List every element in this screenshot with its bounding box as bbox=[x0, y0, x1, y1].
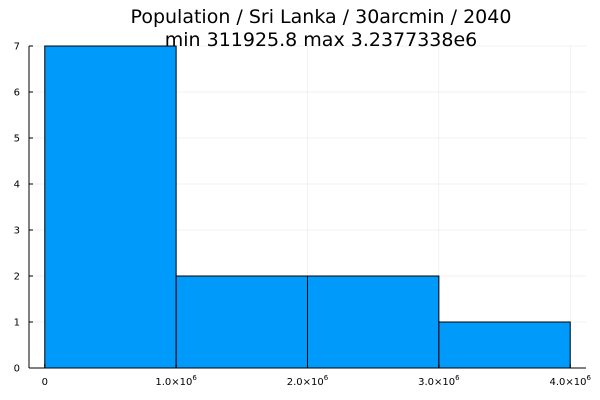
y-tick-label: 2 bbox=[14, 272, 20, 283]
x-tick-label: 2.0×106 bbox=[287, 374, 329, 388]
histogram-bar bbox=[438, 321, 571, 369]
x-tick-label: 1.0×106 bbox=[155, 374, 197, 388]
y-tick-label: 6 bbox=[14, 88, 20, 99]
y-tick-label: 7 bbox=[14, 42, 20, 53]
x-tick-label: 4.0×106 bbox=[549, 374, 591, 388]
y-tick-label: 1 bbox=[14, 318, 20, 329]
y-tick-label: 0 bbox=[14, 364, 20, 375]
y-tick-label: 5 bbox=[14, 134, 20, 145]
chart-title: Population / Sri Lanka / 30arcmin / 2040 bbox=[131, 6, 512, 28]
axes bbox=[28, 45, 586, 369]
histogram-bar bbox=[175, 275, 308, 369]
histogram-bar bbox=[44, 45, 177, 369]
x-tick-label: 3.0×106 bbox=[418, 374, 460, 388]
y-tick-label: 3 bbox=[14, 226, 20, 237]
chart-subtitle: min 311925.8 max 3.2377338e6 bbox=[165, 29, 478, 51]
tick-labels: 0 1.0×106 2.0×106 3.0×106 4.0×106 0 1 2 3 4 5 6 7 bbox=[14, 42, 592, 389]
histogram-bar bbox=[307, 275, 440, 369]
x-tick-label: 0 bbox=[42, 377, 48, 388]
y-tick-label: 4 bbox=[14, 180, 20, 191]
histogram-bars bbox=[44, 45, 571, 369]
